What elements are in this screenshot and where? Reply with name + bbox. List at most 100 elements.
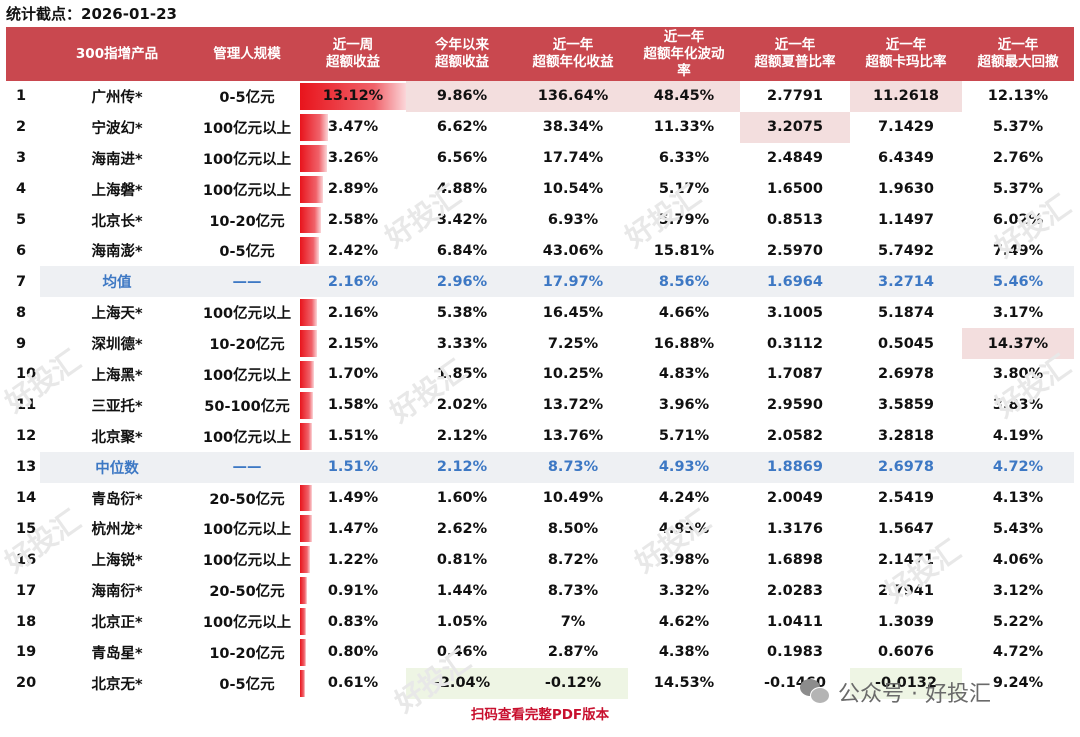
brand-badge: 公众号 · 好投汇 <box>800 676 991 708</box>
week-excess-value: 2.89% <box>327 181 379 198</box>
year-return-cell: 17.97% <box>518 266 628 298</box>
brand-label: 公众号 · 好投汇 <box>838 682 991 707</box>
max-drawdown-cell: 4.19% <box>992 428 1044 445</box>
product-cell: 北京无* <box>91 676 143 693</box>
product-cell: 三亚托* <box>91 398 143 415</box>
header-line: 超额夏普比率 <box>754 54 836 70</box>
week-excess-value: 1.58% <box>327 397 379 414</box>
year-volatility-cell: 5.17% <box>658 181 710 198</box>
year-return-cell: 10.25% <box>542 366 604 383</box>
header-line: 近一年 <box>774 37 816 53</box>
table-row: 19 青岛星* 10-20亿元 0.80% 0.46% 2.87% 4.38% 0.1983 0… <box>6 637 1074 668</box>
calmar-cell: 3.2714 <box>850 266 962 298</box>
header-line: 管理人规模 <box>213 45 281 62</box>
sharpe-cell: 1.6500 <box>767 181 823 198</box>
calmar-cell: 0.6076 <box>878 644 934 661</box>
max-drawdown-cell: 12.13% <box>987 88 1049 105</box>
wechat-icon <box>800 679 830 705</box>
header-line: 近一年 <box>997 37 1039 53</box>
product-cell: 海南澎* <box>91 244 143 261</box>
max-drawdown-cell: 5.43% <box>992 520 1044 537</box>
ytd-excess-cell: 5.38% <box>436 304 488 321</box>
table-body: 1 广州传* 0-5亿元 13.12% 9.86% 136.64% 48.45% 2.7791… <box>6 81 1074 699</box>
table-row: 15 杭州龙* 100亿元以上 1.47% 2.62% 8.50% 4.93% 1.3176 1… <box>6 513 1074 544</box>
week-excess-value: 1.70% <box>327 366 379 383</box>
product-cell: 中位数 <box>40 451 194 483</box>
calmar-cell: 2.5419 <box>878 490 934 507</box>
sharpe-cell: 0.8513 <box>767 212 823 228</box>
rank-cell: 7 <box>6 266 40 298</box>
year-return-cell: 38.34% <box>542 119 604 136</box>
table-row: 20 北京无* 0-5亿元 0.61% -2.04% -0.12% 14.53% -0.146… <box>6 667 1074 699</box>
table-row: 10 上海黑* 100亿元以上 1.70% 1.85% 10.25% 4.83% 1.7087… <box>6 359 1074 390</box>
calmar-cell: 2.1471 <box>878 551 934 568</box>
max-drawdown-cell: 4.72% <box>962 451 1074 483</box>
week-excess-cell: 1.58% <box>300 390 406 421</box>
sharpe-cell: 1.0411 <box>767 613 823 630</box>
product-cell: 上海磐* <box>91 182 143 199</box>
header-scale: 管理人规模 <box>194 27 300 81</box>
header-index <box>6 27 40 81</box>
ytd-excess-cell: 6.84% <box>436 242 488 259</box>
table-row: 9 深圳德* 10-20亿元 2.15% 3.33% 7.25% 16.88% 0.3112 0… <box>6 328 1074 360</box>
scale-cell: —— <box>194 266 300 298</box>
sharpe-cell: 1.8869 <box>740 451 850 483</box>
stat-date: 统计截点：2026-01-23 <box>6 5 177 23</box>
summary-row: 13 中位数 —— 1.51% 2.12% 8.73% 4.93% 1.8869 2.6978 4… <box>6 451 1074 483</box>
max-drawdown-cell: 6.02% <box>992 212 1044 228</box>
week-excess-value: 3.26% <box>327 150 379 167</box>
table-row: 12 北京聚* 100亿元以上 1.51% 2.12% 13.76% 5.71% 2.0582… <box>6 421 1074 452</box>
year-volatility-cell: 3.32% <box>658 582 710 599</box>
header-line: 近一年 <box>552 37 594 53</box>
header-year-calmar: 近一年 超额卡玛比率 <box>850 27 962 81</box>
table-row: 6 海南澎* 0-5亿元 2.42% 6.84% 43.06% 15.81% 2.5970 5.… <box>6 235 1074 266</box>
year-volatility-cell: 4.62% <box>658 613 710 630</box>
max-drawdown-cell: 7.49% <box>992 242 1044 259</box>
ytd-excess-cell: 1.60% <box>436 490 488 507</box>
week-excess-cell: 1.22% <box>300 544 406 575</box>
product-cell: 海南衍* <box>91 584 143 601</box>
header-week-excess: 近一周 超额收益 <box>300 27 406 81</box>
header-year-sharpe: 近一年 超额夏普比率 <box>740 27 850 81</box>
sharpe-cell: 0.1983 <box>767 644 823 661</box>
max-drawdown-cell: 3.12% <box>992 582 1044 599</box>
table-row: 8 上海天* 100亿元以上 2.16% 5.38% 16.45% 4.66% 3.1005 5… <box>6 297 1074 328</box>
week-excess-cell: 2.58% <box>300 205 406 236</box>
summary-row: 7 均值 —— 2.16% 2.96% 17.97% 8.56% 1.6964 3.2714 5.… <box>6 266 1074 298</box>
data-bar <box>300 546 310 574</box>
scale-cell: 100亿元以上 <box>202 615 292 632</box>
calmar-cell: -0.0132 <box>850 667 962 699</box>
header-line: 近一周 <box>332 37 374 53</box>
product-cell: 上海天* <box>91 306 143 323</box>
data-bar <box>300 330 317 358</box>
ytd-excess-cell: 3.42% <box>436 212 488 228</box>
sharpe-cell: 1.6898 <box>767 551 823 568</box>
week-excess-value: 2.15% <box>327 335 379 352</box>
week-excess-cell: 3.47% <box>300 112 406 143</box>
fund-ranking-table: 300指增产品 管理人规模 近一周 超额收益 今年以来 超额收益 近一年 超额年化收益 近一年超… <box>6 27 1074 699</box>
year-return-cell: 7% <box>560 613 586 630</box>
year-return-cell: 8.50% <box>547 520 599 537</box>
calmar-cell: 1.9630 <box>878 181 934 198</box>
product-cell: 青岛星* <box>91 645 143 662</box>
year-return-cell: 13.72% <box>542 397 604 414</box>
data-bar <box>300 484 312 512</box>
week-excess-cell: 1.51% <box>300 421 406 452</box>
week-excess-cell: 1.51% <box>300 451 406 483</box>
ytd-excess-cell: 2.62% <box>436 520 488 537</box>
sharpe-cell: 2.0582 <box>767 428 823 445</box>
calmar-cell: 7.1429 <box>878 119 934 136</box>
footer-pdf-link[interactable]: 扫码查看完整PDF版本 <box>470 707 610 723</box>
week-excess-cell: 0.91% <box>300 575 406 606</box>
scale-cell: 20-50亿元 <box>209 491 285 508</box>
sharpe-cell: 2.5970 <box>767 242 823 259</box>
data-bar <box>300 83 406 110</box>
week-excess-value: 2.16% <box>327 304 379 321</box>
product-cell: 北京聚* <box>91 429 143 446</box>
rank-cell: 14 <box>16 490 37 507</box>
scale-cell: 0-5亿元 <box>219 244 275 261</box>
product-cell: 宁波幻* <box>91 120 143 137</box>
year-return-cell: 8.73% <box>547 582 599 599</box>
week-excess-cell: 0.83% <box>300 606 406 637</box>
product-cell: 上海锐* <box>91 553 143 570</box>
